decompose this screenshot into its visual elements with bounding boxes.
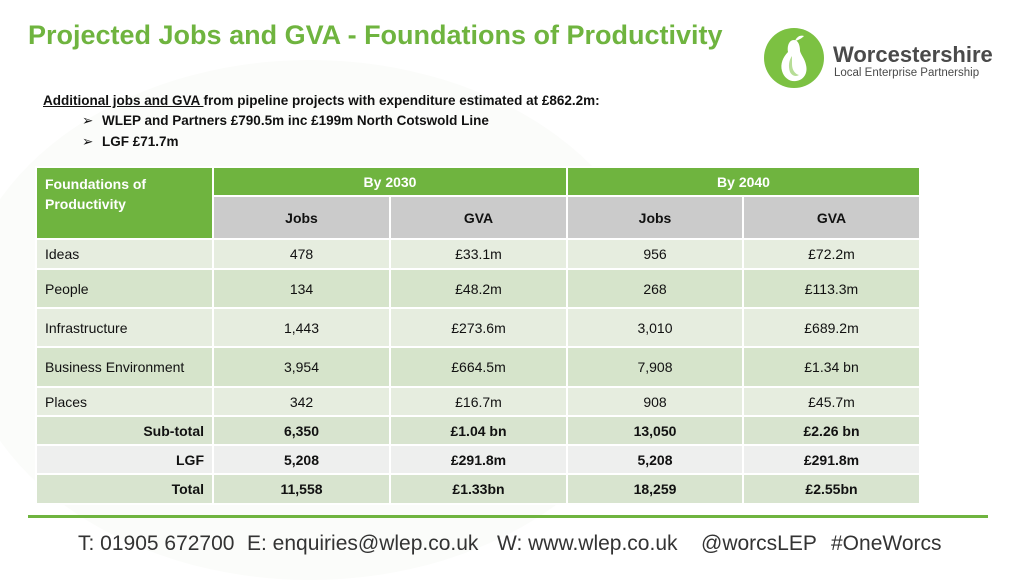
col-header-gva-2030: GVA <box>389 195 568 240</box>
wlep-logo: Worcestershire Local Enterprise Partners… <box>762 26 1002 90</box>
arrow-bullet-icon: ➢ <box>82 134 94 149</box>
subtotal-row: Sub-total 6,350 £1.04 bn 13,050 £2.26 bn <box>35 415 921 446</box>
footer-twitter[interactable]: @worcsLEP <box>701 532 817 555</box>
bullet-item: ➢ LGF £71.7m <box>82 134 179 149</box>
pear-logo-icon <box>764 28 824 88</box>
footer-email[interactable]: E: enquiries@wlep.co.uk <box>247 532 479 555</box>
footer-hashtag: #OneWorcs <box>831 532 942 555</box>
logo-name: Worcestershire <box>833 42 993 67</box>
total-row: Total 11,558 £1.33bn 18,259 £2.55bn <box>35 473 921 505</box>
footer-phone: T: 01905 672700 <box>78 532 235 555</box>
logo-subtitle: Local Enterprise Partnership <box>834 67 980 79</box>
corner-header: Foundations of Productivity <box>35 166 214 240</box>
table-row: Business Environment 3,954 £664.5m 7,908… <box>35 346 921 388</box>
table-row: Ideas 478 £33.1m 956 £72.2m <box>35 238 921 270</box>
group-header-2030: By 2030 <box>212 166 568 197</box>
bullet-item: ➢ WLEP and Partners £790.5m inc £199m Nor… <box>82 113 489 128</box>
col-header-jobs-2040: Jobs <box>566 195 744 240</box>
group-header-2040: By 2040 <box>566 166 921 197</box>
arrow-bullet-icon: ➢ <box>82 113 94 128</box>
footer-divider <box>28 515 988 518</box>
productivity-table: Foundations of Productivity By 2030 By 2… <box>35 166 921 505</box>
intro-underlined: Additional jobs and GVA <box>43 93 204 108</box>
intro-rest: from pipeline projects with expenditure … <box>203 93 600 108</box>
table-row: Infrastructure 1,443 £273.6m 3,010 £689.… <box>35 307 921 348</box>
table-row: Places 342 £16.7m 908 £45.7m <box>35 386 921 417</box>
col-header-gva-2040: GVA <box>742 195 921 240</box>
slide-title: Projected Jobs and GVA - Foundations of … <box>28 20 723 50</box>
table-row: People 134 £48.2m 268 £113.3m <box>35 268 921 309</box>
lgf-row: LGF 5,208 £291.8m 5,208 £291.8m <box>35 444 921 475</box>
footer-website[interactable]: W: www.wlep.co.uk <box>497 532 678 555</box>
col-header-jobs-2030: Jobs <box>212 195 391 240</box>
intro-text: Additional jobs and GVA from pipeline pr… <box>43 93 600 108</box>
